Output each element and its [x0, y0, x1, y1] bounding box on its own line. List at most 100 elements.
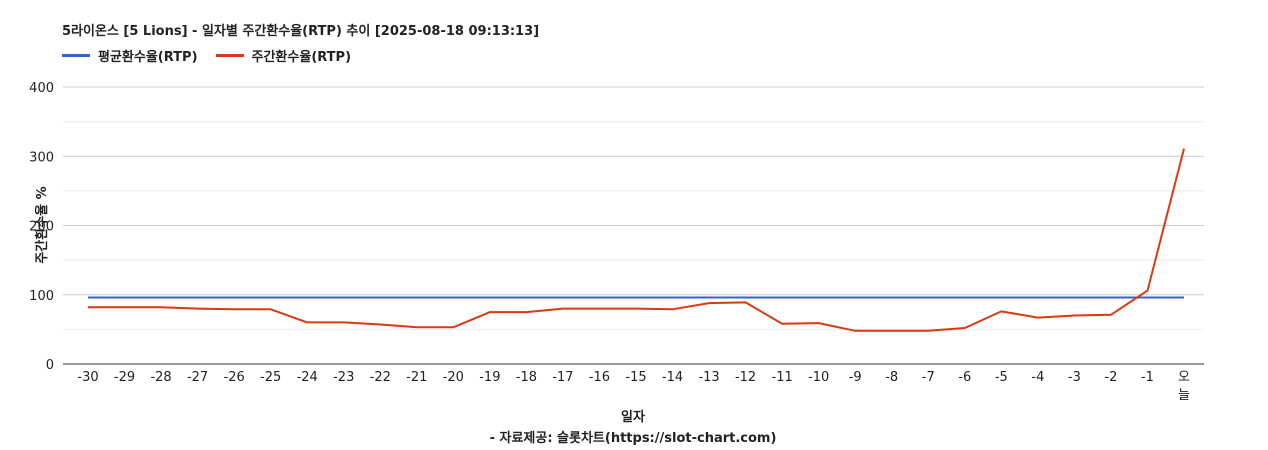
x-tick-label: -18: [516, 370, 537, 385]
legend-label-average: 평균환수율(RTP): [98, 50, 198, 65]
series-point-1: [305, 320, 310, 325]
series-point-0: [999, 295, 1004, 300]
series-point-0: [1035, 295, 1040, 300]
series-point-1: [268, 307, 273, 312]
y-tick-label: 0: [46, 358, 54, 373]
legend-swatch-weekly: [215, 54, 244, 57]
chart-legend: 평균환수율(RTP) 주간환수율(RTP): [62, 46, 351, 65]
x-tick-label: -16: [589, 370, 610, 385]
legend-item-average[interactable]: 평균환수율(RTP): [62, 46, 198, 65]
series-point-0: [122, 295, 127, 300]
series-point-1: [451, 325, 456, 330]
series-point-1: [634, 306, 639, 311]
x-tick-label: -4: [1031, 370, 1044, 385]
source-note: - 자료제공: 슬롯차트(https://slot-chart.com): [490, 430, 777, 446]
x-tick-label: -9: [849, 370, 862, 385]
series-point-1: [86, 305, 91, 310]
x-tick-label: -5: [995, 370, 1008, 385]
series-point-1: [1145, 288, 1150, 293]
x-tick-label: -13: [698, 370, 719, 385]
x-tick-label: -10: [808, 370, 829, 385]
x-tick-label: -3: [1068, 370, 1081, 385]
series-point-1: [378, 322, 383, 327]
x-tick-label: -29: [114, 370, 135, 385]
x-tick-label: -27: [187, 370, 208, 385]
series-point-0: [1108, 295, 1113, 300]
series-point-1: [926, 328, 931, 333]
series-point-0: [816, 295, 821, 300]
x-tick-label: -12: [735, 370, 756, 385]
x-tick-label: -15: [625, 370, 646, 385]
series-point-0: [853, 295, 858, 300]
x-tick-label: -1: [1141, 370, 1154, 385]
series-point-1: [1035, 315, 1040, 320]
series-point-0: [86, 295, 91, 300]
x-tick-label: -24: [297, 370, 318, 385]
x-tick-label: -23: [333, 370, 354, 385]
series-point-0: [597, 295, 602, 300]
legend-label-weekly: 주간환수율(RTP): [251, 50, 352, 65]
series-point-1: [962, 325, 967, 330]
x-tick-label: -7: [922, 370, 935, 385]
x-tick-label: 늘: [1178, 388, 1190, 403]
x-tick-label: -17: [552, 370, 573, 385]
series-point-0: [670, 295, 675, 300]
x-tick-label: -25: [260, 370, 281, 385]
series-point-1: [524, 310, 529, 315]
series-point-1: [1072, 313, 1077, 318]
series-point-0: [707, 295, 712, 300]
series-point-0: [524, 295, 529, 300]
series-point-0: [1145, 295, 1150, 300]
series-point-1: [999, 309, 1004, 314]
chart-title: 5라이온스 [5 Lions] - 일자별 주간환수율(RTP) 추이 [202…: [62, 24, 540, 39]
series-point-1: [487, 310, 492, 315]
series-point-1: [743, 300, 748, 305]
x-tick-label: -19: [479, 370, 500, 385]
series-point-0: [341, 295, 346, 300]
x-tick-label: -2: [1104, 370, 1117, 385]
series-point-0: [159, 295, 164, 300]
series-point-0: [451, 295, 456, 300]
series-point-1: [780, 321, 785, 326]
x-tick-label: -26: [224, 370, 245, 385]
series-point-0: [232, 295, 237, 300]
series-point-1: [1182, 146, 1187, 151]
series-point-0: [889, 295, 894, 300]
y-tick-label: 400: [29, 81, 54, 96]
series-point-0: [780, 295, 785, 300]
x-tick-label: -14: [662, 370, 683, 385]
series-point-0: [962, 295, 967, 300]
series-point-0: [195, 295, 200, 300]
series-point-0: [560, 295, 565, 300]
series-point-0: [1182, 295, 1187, 300]
series-point-1: [670, 307, 675, 312]
series-point-0: [414, 295, 419, 300]
legend-item-weekly[interactable]: 주간환수율(RTP): [215, 46, 352, 65]
series-line-1: [88, 148, 1185, 332]
series-point-1: [1108, 312, 1113, 317]
series-point-0: [634, 295, 639, 300]
series-point-0: [743, 295, 748, 300]
x-tick-label: -8: [885, 370, 898, 385]
series-point-1: [232, 307, 237, 312]
series-point-1: [195, 306, 200, 311]
series-point-1: [341, 320, 346, 325]
series-point-0: [378, 295, 383, 300]
series-point-1: [159, 305, 164, 310]
y-tick-label: 200: [29, 220, 54, 235]
x-tick-label: -22: [370, 370, 391, 385]
x-axis-title: 일자: [621, 410, 645, 425]
y-axis-title: 주간환수율 %: [34, 186, 50, 263]
x-tick-label: -20: [443, 370, 464, 385]
series-point-0: [926, 295, 931, 300]
series-point-1: [122, 305, 127, 310]
x-tick-label: -6: [958, 370, 971, 385]
series-point-0: [487, 295, 492, 300]
series-point-1: [597, 306, 602, 311]
series-point-0: [1072, 295, 1077, 300]
series-point-1: [889, 328, 894, 333]
y-tick-label: 300: [29, 150, 54, 165]
x-tick-label: 오: [1178, 370, 1190, 385]
series-point-1: [414, 325, 419, 330]
